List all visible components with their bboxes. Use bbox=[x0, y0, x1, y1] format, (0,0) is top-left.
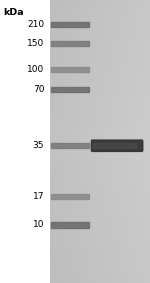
Text: 10: 10 bbox=[33, 220, 44, 230]
Bar bbox=[51, 87, 89, 92]
Bar bbox=[51, 143, 89, 148]
Bar bbox=[51, 67, 89, 72]
FancyBboxPatch shape bbox=[93, 144, 136, 148]
Text: kDa: kDa bbox=[3, 8, 24, 18]
Text: 100: 100 bbox=[27, 65, 44, 74]
Text: 70: 70 bbox=[33, 85, 44, 94]
Text: 35: 35 bbox=[33, 141, 44, 150]
Bar bbox=[51, 41, 89, 46]
Bar bbox=[51, 222, 89, 228]
Text: 210: 210 bbox=[27, 20, 44, 29]
Text: 150: 150 bbox=[27, 39, 44, 48]
Bar bbox=[0, 0, 50, 283]
Bar bbox=[51, 22, 89, 27]
FancyBboxPatch shape bbox=[91, 140, 143, 151]
Text: 17: 17 bbox=[33, 192, 44, 201]
Bar bbox=[51, 194, 89, 199]
